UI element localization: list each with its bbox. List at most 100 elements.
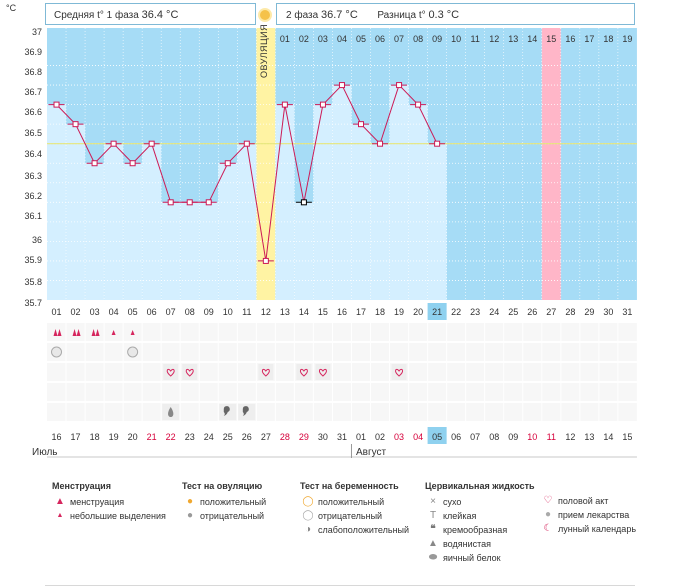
temp-point: [243, 140, 250, 147]
y-tick-label: 35.9: [24, 255, 42, 265]
heart-icon: [261, 368, 270, 377]
cycle-day-label: 27: [546, 307, 556, 317]
calendar-date-label: 19: [109, 432, 119, 442]
temp-bar: [199, 202, 219, 300]
calendar-date-label: 30: [318, 432, 328, 442]
legend-item-spotting: ▲ небольшие выделения: [52, 509, 166, 523]
cycle-day-label: 13: [280, 307, 290, 317]
legend-item-dry: × сухо: [425, 495, 535, 509]
grey-circle-icon: ●: [186, 510, 194, 521]
cycle-day-label: 20: [413, 307, 423, 317]
symbol-row: [47, 363, 637, 381]
phase2-day-label: 02: [299, 34, 309, 44]
calendar-date-label: 22: [166, 432, 176, 442]
menstruation-drop-icon: [53, 329, 58, 336]
half-ring-icon: ◑: [304, 524, 312, 535]
cycle-day-label: 21: [432, 307, 442, 317]
calendar-date-label: 31: [337, 432, 347, 442]
calendar-date-label: 08: [489, 432, 499, 442]
temp-point: [262, 257, 269, 264]
temp-bar: [237, 143, 257, 300]
temp-point: [319, 101, 326, 108]
phase2-label: 2 фаза: [286, 10, 319, 21]
calendar-date-label: 26: [242, 432, 252, 442]
legend-item-ovtest-negative: ● отрицательный: [182, 509, 266, 523]
temp-bar: [85, 163, 105, 300]
small-drop-icon: ▲: [56, 512, 64, 519]
temp-point: [91, 160, 98, 167]
cycle-day-label: 15: [318, 307, 328, 317]
x-axis-cycle-days: 01 02 03 04 05 06 07 08 09 10 11 12 13 14 15 16 17 18 19 20…: [52, 303, 632, 320]
legend-item-pregtest-negative: ◯ отрицательный: [302, 510, 383, 521]
temp-point: [53, 101, 60, 108]
phase2-day-label: 12: [489, 34, 499, 44]
y-tick-label: 36.6: [24, 107, 42, 117]
calendar-date-label: 11: [547, 432, 556, 442]
y-tick-label: 36: [32, 235, 42, 245]
today-date-marker: [427, 427, 447, 444]
t-bar-icon: T: [429, 510, 437, 521]
cycle-day-label: 01: [52, 307, 62, 317]
calendar-date-label: 29: [299, 432, 309, 442]
y-tick-label: 36.2: [24, 191, 42, 201]
temp-point: [129, 160, 136, 167]
y-tick-label: 36.5: [24, 128, 42, 138]
y-tick-label: 36.4: [24, 149, 42, 159]
symbol-cell-bg: [391, 364, 407, 380]
heart-icon: [185, 368, 194, 377]
cycle-day-label: 04: [109, 307, 119, 317]
legend-item-ovtest-positive: ● положительный: [182, 495, 266, 509]
phase2-day-label: 06: [375, 34, 385, 44]
temp-point: [415, 101, 422, 108]
temperature-series: [48, 82, 446, 264]
symbol-cell-bg: [182, 364, 198, 380]
cycle-day-label: 26: [527, 307, 537, 317]
calendar-date-label: 07: [470, 432, 480, 442]
temp-point: [224, 160, 231, 167]
phase2-day-label: 11: [471, 34, 480, 44]
temp-point: [186, 199, 193, 206]
menstruation-drop-icon: [72, 329, 77, 336]
ovulation-label: ОВУЛЯЦИЯ: [259, 23, 269, 78]
cycle-day-label: 09: [204, 307, 214, 317]
temp-bar: [294, 202, 314, 300]
calendar-date-label: 28: [280, 432, 290, 442]
legend-item-pregtest-positive: ◯ положительный: [302, 496, 385, 507]
spotting-drop-icon: [130, 330, 135, 335]
bottom-divider: [45, 585, 635, 586]
cycle-day-label: 25: [508, 307, 518, 317]
phase2-day-label: 08: [413, 34, 423, 44]
phase2-day-label: 15: [546, 34, 556, 44]
phase2-day-label: 13: [508, 34, 518, 44]
phase2-summary: 2 фаза 36.7 °C Разница t° 0.3 °C: [276, 3, 635, 25]
legend-item-intercourse: ♡ половой акт: [543, 495, 609, 506]
symbol-grid: [47, 323, 637, 421]
legend-item-menstruation: ▲ менструация: [55, 496, 125, 507]
phase2-day-label: 04: [337, 34, 347, 44]
symbol-cell-bg: [258, 364, 274, 380]
symbol-cell-bg: [315, 364, 331, 380]
temp-point: [148, 140, 155, 147]
legend-pregnancy-test-title: Тест на беременность: [300, 481, 399, 491]
unit-label: °C: [6, 3, 17, 13]
temp-point: [300, 199, 307, 206]
temp-point: [434, 140, 441, 147]
cycle-day-label: 07: [166, 307, 176, 317]
calendar-date-label: 16: [52, 432, 62, 442]
y-tick-label: 37: [32, 27, 42, 37]
ovtest-negative-icon: [127, 346, 139, 358]
temp-point: [396, 82, 403, 89]
phase1-summary: Средняя t° 1 фаза 36.4 °C: [45, 3, 256, 25]
symbol-row: [47, 383, 637, 401]
phase2-day-label: 05: [356, 34, 366, 44]
creamy-comma-icon: [242, 406, 249, 416]
cycle-day-label: 31: [622, 307, 632, 317]
cycle-day-label: 17: [356, 307, 366, 317]
temp-point: [110, 140, 117, 147]
creamy-comma-icon: [223, 406, 230, 416]
heart-icon: [395, 368, 403, 377]
phase1-value: 36.4 °C: [141, 9, 179, 21]
temp-bar: [351, 124, 371, 301]
